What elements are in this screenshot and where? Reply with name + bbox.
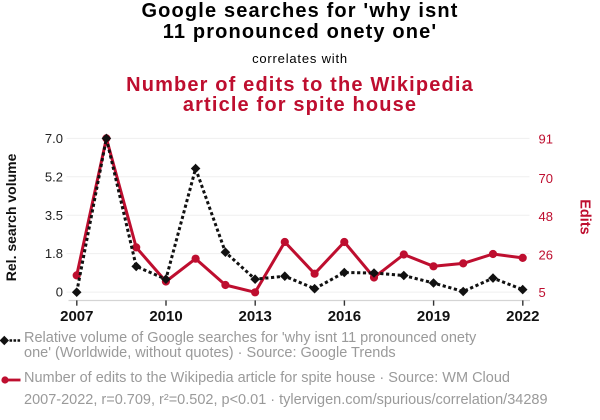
svg-text:5: 5 bbox=[539, 285, 546, 300]
svg-text:2013: 2013 bbox=[239, 308, 272, 325]
svg-text:0: 0 bbox=[56, 285, 63, 300]
svg-text:3.5: 3.5 bbox=[45, 208, 63, 223]
svg-text:2019: 2019 bbox=[417, 308, 450, 325]
svg-text:91: 91 bbox=[539, 132, 553, 147]
svg-text:Rel. search volume: Rel. search volume bbox=[3, 153, 19, 281]
svg-text:48: 48 bbox=[539, 209, 553, 224]
svg-text:70: 70 bbox=[539, 171, 553, 186]
svg-text:2007: 2007 bbox=[60, 308, 93, 325]
svg-text:2022: 2022 bbox=[506, 308, 539, 325]
svg-text:Edits: Edits bbox=[577, 199, 593, 234]
svg-text:1.8: 1.8 bbox=[45, 246, 63, 261]
svg-text:5.2: 5.2 bbox=[45, 169, 63, 184]
svg-text:2010: 2010 bbox=[149, 308, 182, 325]
svg-text:7.0: 7.0 bbox=[45, 131, 63, 146]
svg-text:26: 26 bbox=[539, 248, 553, 263]
svg-text:2016: 2016 bbox=[328, 308, 361, 325]
